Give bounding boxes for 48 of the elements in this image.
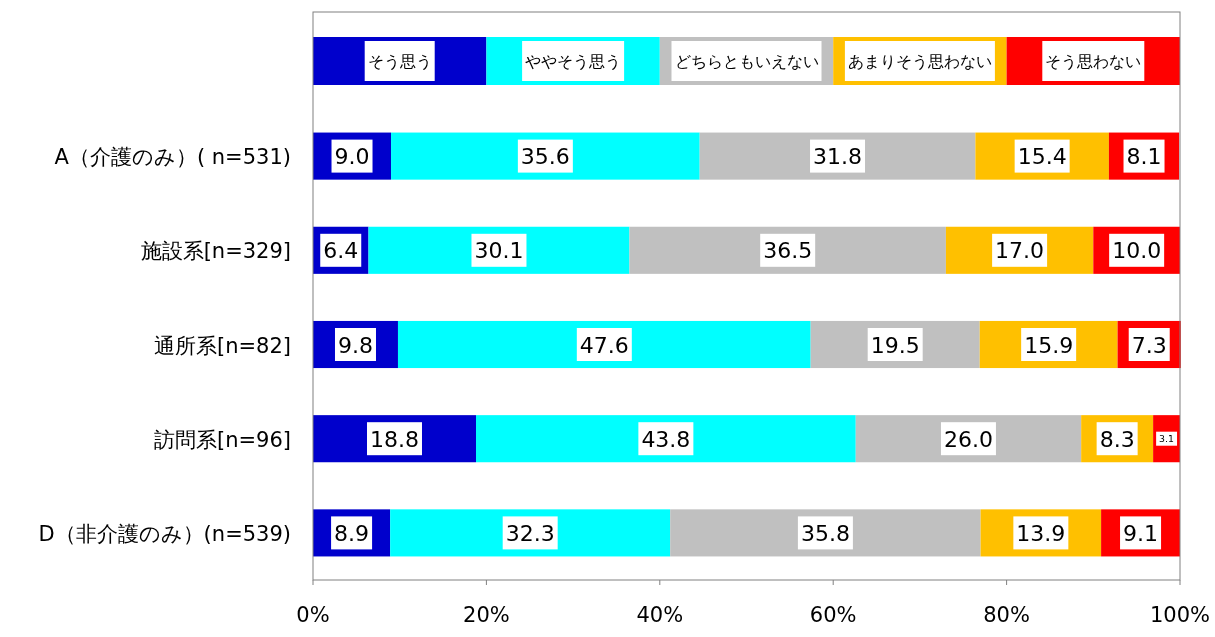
data-label: 43.8 [641, 426, 691, 452]
data-label: 9.8 [337, 332, 373, 358]
bar [629, 226, 946, 274]
data-label: 10.0 [1112, 238, 1162, 264]
data-label: 8.9 [334, 520, 370, 546]
text: そう思わない [1045, 52, 1142, 71]
bar [670, 509, 981, 557]
text: そう思う [367, 52, 432, 71]
y-tick-label: A（介護のみ）( n=531) [54, 145, 291, 170]
data-label: 17.0 [995, 238, 1045, 264]
x-tick-label: 40% [636, 603, 684, 627]
data-label: 9.0 [334, 144, 370, 170]
x-tick-label: 100% [1149, 603, 1211, 627]
data-label: 19.5 [870, 332, 920, 358]
data-label: 7.3 [1131, 332, 1167, 358]
bar [397, 320, 811, 369]
data-label: 36.5 [763, 238, 813, 264]
data-label: 32.3 [505, 520, 555, 546]
x-tick-label: 0% [296, 603, 330, 627]
data-label: 6.4 [323, 238, 359, 264]
data-label: 9.1 [1123, 520, 1159, 546]
data-label: 18.8 [370, 426, 419, 452]
data-label: 8.1 [1126, 144, 1162, 170]
bar [699, 132, 976, 180]
data-label: 35.6 [520, 144, 570, 170]
data-label: 15.4 [1017, 144, 1067, 170]
data-label: 47.6 [579, 332, 629, 358]
x-tick-label: 80% [983, 603, 1030, 627]
bar [391, 132, 700, 180]
data-label: 8.3 [1099, 426, 1135, 452]
y-tick-label: D（非介護のみ）(n=539) [38, 521, 291, 546]
bar [476, 415, 856, 463]
data-label: 15.9 [1024, 332, 1074, 358]
y-tick-label: 訪問系[n=96] [153, 427, 291, 452]
text: あまりそう思わない [847, 52, 992, 71]
x-tick-label: 20% [463, 603, 510, 627]
text: どちらともいえない [674, 52, 819, 71]
data-label: 26.0 [943, 426, 993, 452]
data-label: 13.9 [1016, 520, 1066, 546]
y-tick-label: 施設系[n=329] [140, 239, 291, 264]
bar [390, 509, 671, 557]
data-label: 35.8 [800, 520, 850, 546]
text: ややそう思う [525, 52, 622, 71]
y-tick-label: 通所系[n=82] [153, 333, 291, 358]
data-label: 30.1 [474, 238, 524, 264]
data-label: 3.1 [1159, 433, 1175, 445]
x-tick-label: 60% [809, 603, 857, 627]
data-label: 31.8 [813, 144, 863, 170]
